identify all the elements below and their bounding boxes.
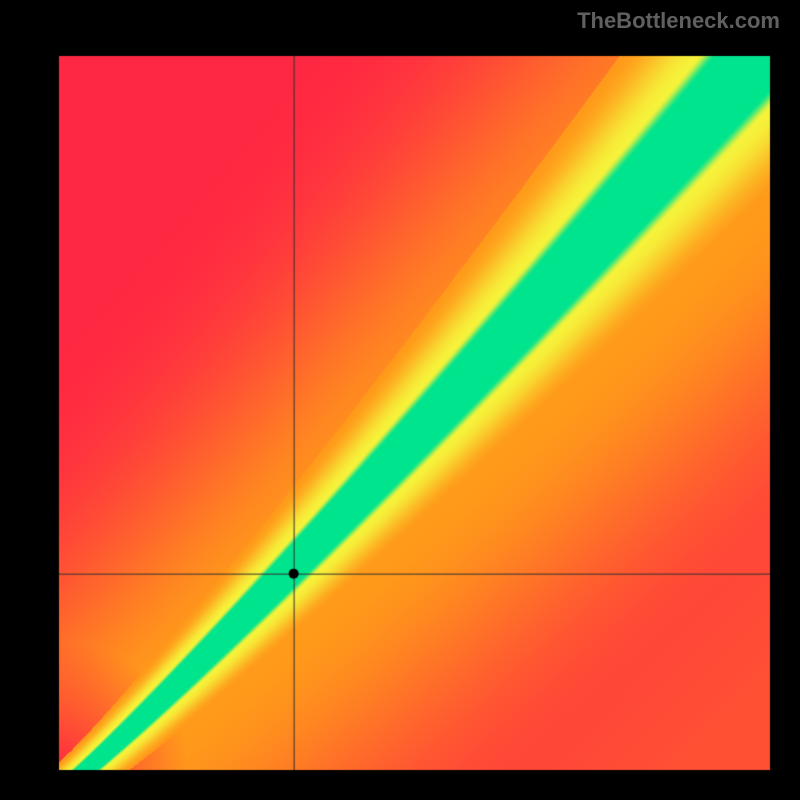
heatmap-canvas [0, 0, 800, 800]
watermark-text: TheBottleneck.com [577, 8, 780, 34]
chart-container: TheBottleneck.com [0, 0, 800, 800]
